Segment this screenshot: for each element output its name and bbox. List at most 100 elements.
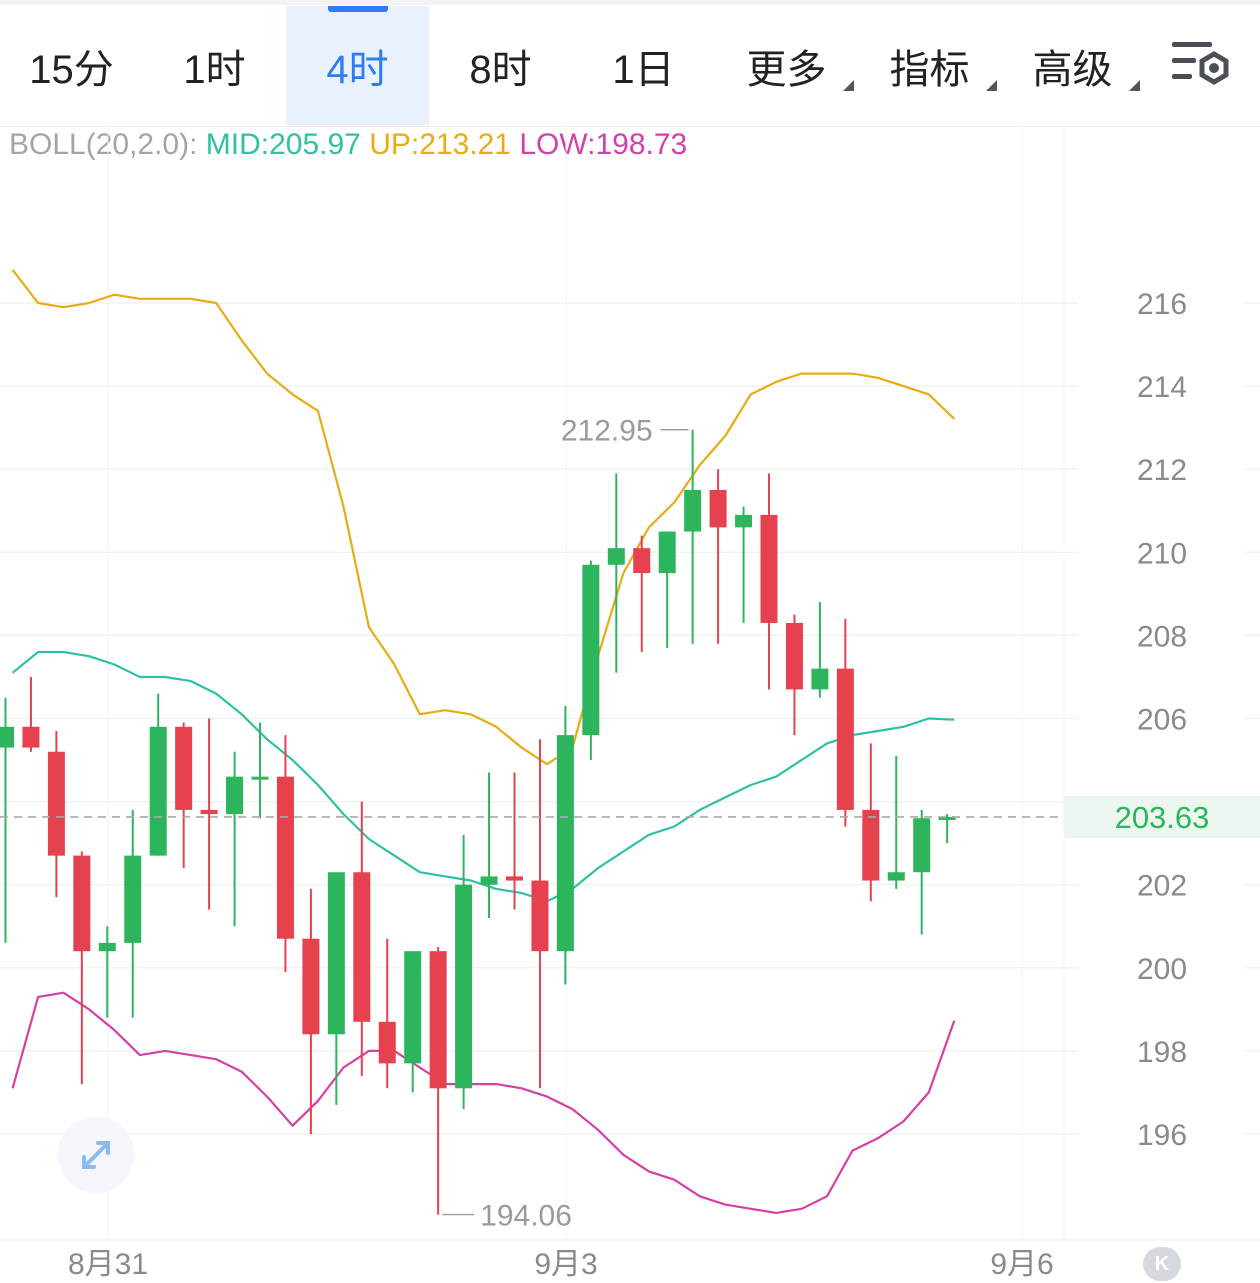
candle (760, 473, 778, 690)
boll-legend: BOLL(20,2.0): MID:205.97 UP:213.21 LOW:1… (9, 128, 687, 162)
tab-3[interactable]: 4时 (286, 6, 429, 125)
boll-indicator-name: BOLL(20,2.0): (9, 128, 198, 161)
candle-body (429, 951, 447, 1089)
candlestick-chart[interactable]: 216 214 212 210 208 206 202 200 198 196 8月31 9月3 9月… (0, 126, 1260, 1283)
candle-body (811, 668, 829, 690)
candle-body (785, 622, 803, 690)
candles (0, 429, 956, 1215)
candle (887, 755, 905, 889)
tab-8[interactable]: 高级 (1001, 6, 1144, 125)
x-axis: 8月31 9月3 9月6 (68, 1248, 1054, 1281)
candle-body (938, 816, 956, 820)
tab-label: 4时 (326, 47, 389, 92)
tab-5[interactable]: 1日 (572, 6, 715, 125)
candle (658, 531, 676, 648)
candle (607, 473, 625, 673)
chart-settings-icon[interactable] (1170, 38, 1232, 94)
boll-lower-line (11, 991, 956, 1215)
tab-1[interactable]: 15分 (0, 6, 143, 125)
current-price-label: 203.63 (1115, 800, 1210, 835)
tab-label: 1时 (183, 47, 246, 92)
boll-mid-value: MID:205.97 (205, 128, 361, 161)
y-tick-label: 216 (1137, 288, 1187, 321)
annotations: 203.63 212.95 194.06 (0, 415, 1260, 1233)
candle (226, 751, 244, 927)
y-axis: 216 214 212 210 208 206 202 200 198 196 (1137, 288, 1187, 1152)
tab-7[interactable]: 指标 (858, 6, 1001, 125)
dropdown-caret-icon (1129, 80, 1140, 91)
status-strip (0, 0, 1260, 5)
y-tick-label: 214 (1137, 371, 1187, 404)
x-tick-label: 8月31 (68, 1248, 148, 1281)
candle (378, 938, 396, 1089)
tab-label: 更多 (746, 47, 827, 92)
candle-body (226, 776, 244, 815)
candle (480, 772, 498, 918)
candle (913, 809, 931, 935)
x-tick-label: 9月3 (534, 1248, 597, 1281)
tab-label: 1日 (612, 47, 675, 92)
candle-body (709, 489, 727, 528)
dropdown-caret-icon (986, 80, 997, 91)
candle (0, 697, 14, 943)
candle (251, 722, 269, 819)
candle (862, 743, 880, 902)
candle-body (327, 872, 345, 1035)
candle (149, 693, 167, 856)
y-tick-label: 196 (1137, 1119, 1187, 1152)
candle-body (175, 726, 193, 810)
candle-body (378, 1021, 396, 1064)
tab-6[interactable]: 更多 (715, 6, 858, 125)
candle-body (124, 855, 142, 943)
candle (200, 718, 218, 910)
candle (811, 602, 829, 698)
high-price-label: 212.95 (561, 415, 653, 448)
candle-body (658, 531, 676, 574)
k-logo-button[interactable]: K (1143, 1247, 1181, 1281)
candle-body (531, 880, 549, 952)
expand-chart-button[interactable] (58, 1117, 134, 1193)
candle (785, 614, 803, 736)
candle-body (455, 884, 473, 1089)
dropdown-caret-icon (843, 80, 854, 91)
timeframe-toolbar: 15分 1时 4时 8时 1日 更多 指标 高级 (0, 0, 1260, 127)
candle-body (836, 668, 854, 810)
candle (735, 506, 753, 623)
candle (455, 834, 473, 1110)
candle-body (684, 489, 702, 532)
tab-label: 指标 (889, 47, 970, 92)
candle (47, 730, 65, 898)
candle (531, 739, 549, 1089)
tab-label: 高级 (1032, 47, 1113, 92)
candle-body (22, 726, 40, 748)
candle-body (276, 776, 294, 939)
candle-body (735, 514, 753, 528)
tab-4[interactable]: 8时 (429, 6, 572, 125)
candle (709, 469, 727, 644)
tab-2[interactable]: 1时 (143, 6, 286, 125)
candle (404, 951, 422, 1093)
candle (582, 560, 600, 761)
candle (302, 888, 320, 1134)
candle (938, 814, 956, 844)
candle (684, 429, 702, 644)
candle-body (98, 942, 116, 952)
y-tick-label: 208 (1137, 620, 1187, 653)
x-tick-label: 9月6 (990, 1248, 1053, 1281)
candle-body (633, 548, 651, 574)
y-tick-label: 202 (1137, 870, 1187, 903)
boll-upper-line (11, 269, 956, 766)
candle-body (302, 938, 320, 1035)
candle-body (149, 726, 167, 856)
candle-body (251, 776, 269, 780)
candle (276, 735, 294, 972)
candle-body (760, 514, 778, 623)
candle (124, 809, 142, 1018)
candle-body (480, 876, 498, 885)
y-tick-label: 200 (1137, 953, 1187, 986)
candle (98, 926, 116, 1018)
candle (175, 722, 193, 869)
candle-body (73, 855, 91, 952)
candle-body (200, 809, 218, 815)
candle-body (47, 751, 65, 856)
